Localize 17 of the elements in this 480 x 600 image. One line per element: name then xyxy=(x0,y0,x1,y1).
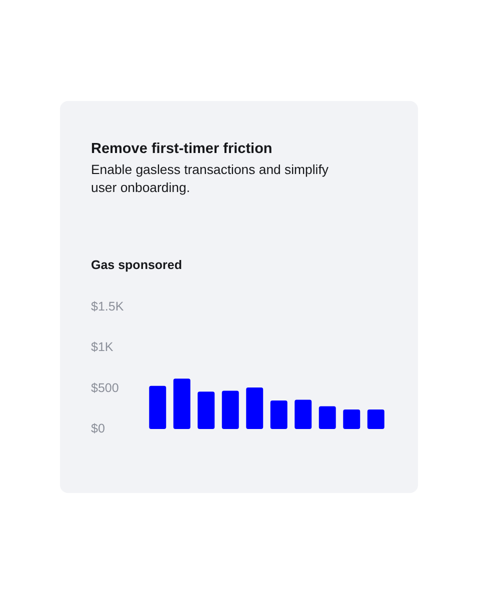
bar xyxy=(318,406,336,429)
y-tick-label: $1.5K xyxy=(91,299,124,314)
y-tick-label: $1K xyxy=(91,340,114,354)
bar xyxy=(222,390,239,429)
bar xyxy=(270,400,288,429)
y-axis-title: Gas sponsored xyxy=(91,258,182,273)
bar xyxy=(149,386,166,429)
bar xyxy=(198,392,215,429)
bar xyxy=(294,400,312,429)
bar xyxy=(343,409,360,429)
chart-subtitle: Enable gasless transactions and simplify user onboarding. xyxy=(91,161,330,196)
bar xyxy=(173,378,190,429)
chart-title: Remove first-timer friction xyxy=(91,140,272,158)
bar xyxy=(246,388,264,429)
bar xyxy=(367,409,384,429)
y-tick-label: $500 xyxy=(91,380,119,395)
y-tick-label: $0 xyxy=(91,421,105,436)
